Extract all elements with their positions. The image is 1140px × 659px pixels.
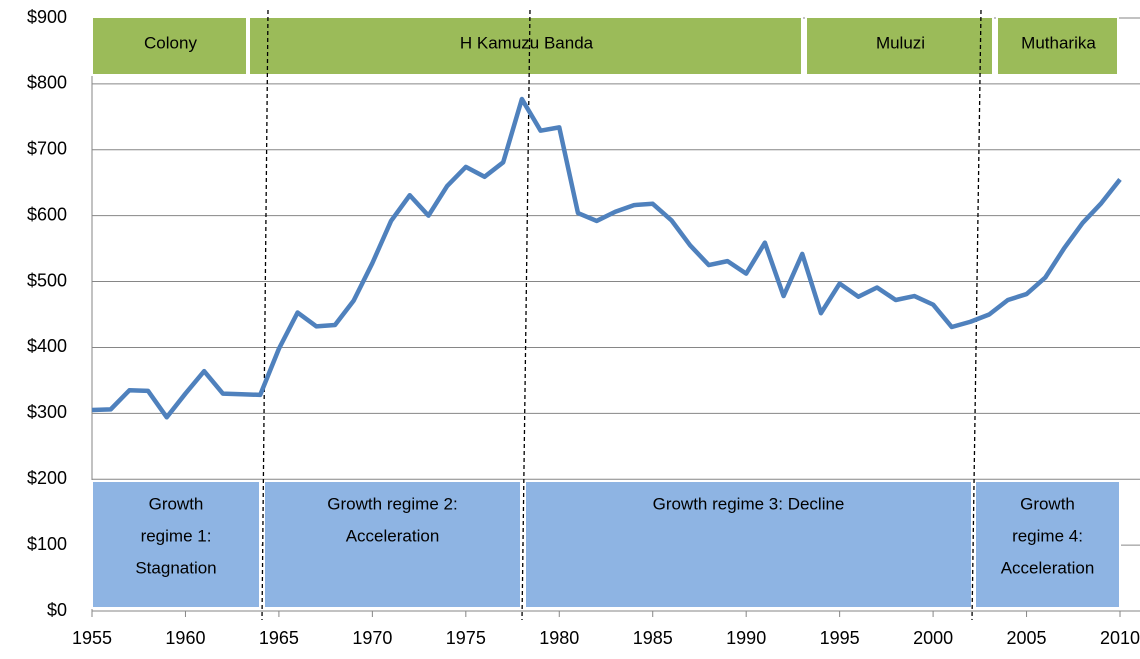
y-tick-label: $400 bbox=[27, 336, 67, 356]
x-tick-label: 2010 bbox=[1100, 628, 1140, 648]
data-line bbox=[91, 96, 1122, 420]
leader-label: Colony bbox=[144, 33, 197, 52]
y-tick-label: $900 bbox=[27, 7, 67, 27]
x-tick-label: 1975 bbox=[446, 628, 486, 648]
y-tick-label: $0 bbox=[47, 600, 67, 620]
x-tick-label: 1990 bbox=[726, 628, 766, 648]
y-tick-label: $700 bbox=[27, 139, 67, 159]
y-tick-label: $800 bbox=[27, 73, 67, 93]
regime-label: Acceleration bbox=[1001, 558, 1095, 577]
leader-label: H Kamuzu Banda bbox=[460, 33, 594, 52]
regime-label: regime 4: bbox=[1012, 526, 1083, 545]
x-tick-label: 1955 bbox=[72, 628, 112, 648]
regime-box bbox=[263, 480, 522, 609]
regime-label: regime 1: bbox=[141, 526, 212, 545]
x-tick-label: 1980 bbox=[539, 628, 579, 648]
leader-box bbox=[91, 16, 248, 76]
regime-label: Growth regime 3: Decline bbox=[653, 494, 845, 513]
regime-label: Growth regime 2: bbox=[327, 494, 457, 513]
x-tick-label: 1960 bbox=[165, 628, 205, 648]
x-tick-label: 1965 bbox=[259, 628, 299, 648]
regime-box bbox=[974, 480, 1121, 609]
x-tick-label: 2000 bbox=[913, 628, 953, 648]
leader-box bbox=[805, 16, 994, 76]
leader-box bbox=[248, 16, 803, 76]
y-tick-label: $300 bbox=[27, 402, 67, 422]
separator bbox=[261, 9, 269, 621]
leader-box bbox=[996, 16, 1119, 76]
leader-label: Muluzi bbox=[876, 33, 925, 52]
regime-label: Stagnation bbox=[135, 558, 216, 577]
y-tick-label: $100 bbox=[27, 534, 67, 554]
y-tick-label: $500 bbox=[27, 270, 67, 290]
x-tick-label: 1970 bbox=[352, 628, 392, 648]
x-tick-label: 1995 bbox=[820, 628, 860, 648]
regime-label: Growth bbox=[149, 494, 204, 513]
x-tick-label: 1985 bbox=[633, 628, 673, 648]
regime-label: Acceleration bbox=[346, 526, 440, 545]
separator bbox=[971, 9, 982, 621]
y-tick-label: $600 bbox=[27, 204, 67, 224]
regime-box bbox=[91, 480, 261, 609]
y-tick-label: $200 bbox=[27, 468, 67, 488]
leader-label: Mutharika bbox=[1021, 33, 1096, 52]
x-tick-label: 2005 bbox=[1007, 628, 1047, 648]
regime-label: Growth bbox=[1020, 494, 1075, 513]
regime-box bbox=[524, 480, 973, 609]
